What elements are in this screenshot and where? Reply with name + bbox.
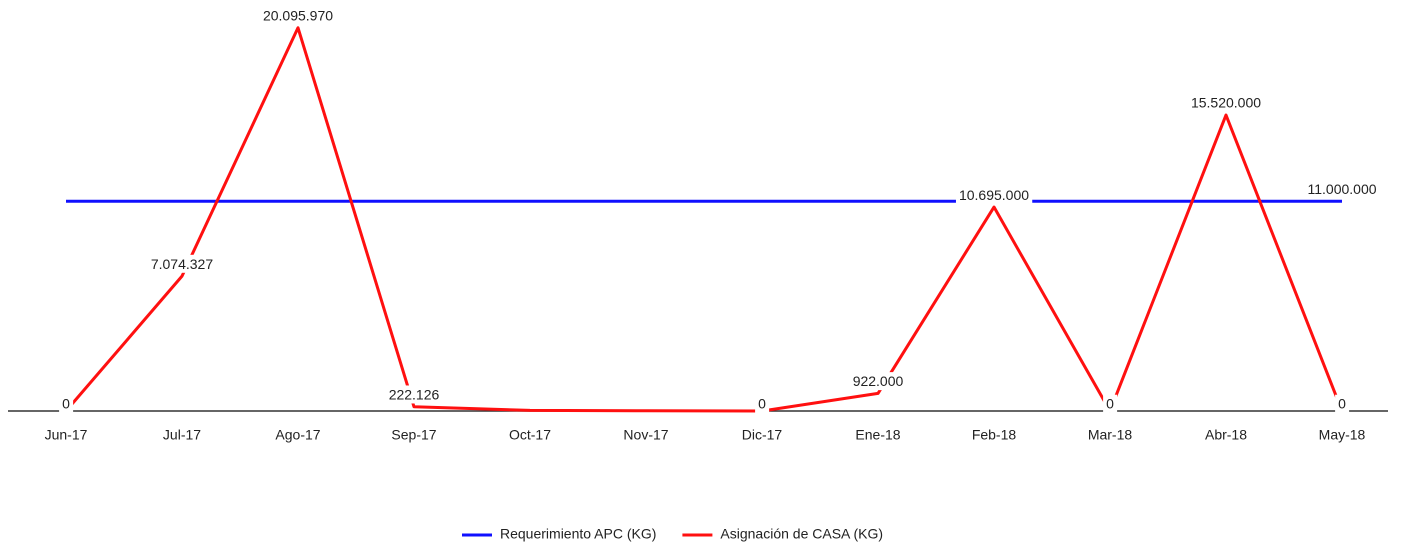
data-label: 15.520.000 — [1191, 95, 1261, 111]
data-label-group: 7.074.327 — [147, 254, 217, 273]
data-label: 0 — [1338, 396, 1346, 412]
legend-label: Requerimiento APC (KG) — [500, 526, 656, 542]
data-label-group: 922.000 — [849, 372, 907, 391]
data-label-group: 0 — [1103, 394, 1118, 413]
x-tick-label: Mar-18 — [1088, 427, 1133, 443]
legend-label: Asignación de CASA (KG) — [720, 526, 883, 542]
data-label: 0 — [1106, 396, 1114, 412]
data-label: 222.126 — [389, 386, 440, 402]
data-label-bg — [1187, 93, 1265, 112]
data-label-group: 10.695.000 — [955, 185, 1033, 204]
x-tick-label: Oct-17 — [509, 427, 551, 443]
data-label: 11.000.000 — [1307, 181, 1376, 197]
data-label-group: 0 — [59, 394, 74, 413]
data-label-bg — [1103, 394, 1118, 413]
data-label-bg — [259, 6, 337, 25]
labels: 11.000.000 0 7.074.327 20.095.970 222.126 0 92… — [59, 6, 1380, 413]
data-label-bg — [147, 254, 217, 273]
data-label-bg — [955, 185, 1033, 204]
data-label: 7.074.327 — [151, 256, 213, 272]
data-label: 20.095.970 — [263, 7, 333, 23]
data-label-bg — [385, 385, 443, 404]
series-line — [64, 26, 1344, 413]
legend: Requerimiento APC (KG) Asignación de CASA… — [462, 526, 883, 542]
data-label: 0 — [758, 396, 766, 412]
data-label: 10.695.000 — [959, 187, 1029, 203]
x-tick-label: Jun-17 — [45, 427, 88, 443]
x-tick-label: Ago-17 — [275, 427, 320, 443]
data-label-bg — [1335, 394, 1350, 413]
x-tick-label: Abr-18 — [1205, 427, 1247, 443]
data-label-bg — [849, 372, 907, 391]
data-label-bg — [1304, 179, 1380, 198]
data-label-bg — [59, 394, 74, 413]
x-tick-label: May-18 — [1319, 427, 1366, 443]
x-tick-label: Feb-18 — [972, 427, 1017, 443]
data-label-group: 15.520.000 — [1187, 93, 1265, 112]
lines — [64, 26, 1344, 413]
data-label: 922.000 — [853, 373, 904, 389]
x-tick-label: Sep-17 — [391, 427, 436, 443]
data-label-group: 222.126 — [385, 385, 443, 404]
data-label-group: 11.000.000 — [1304, 179, 1380, 198]
x-tick-label: Jul-17 — [163, 427, 201, 443]
data-label-bg — [755, 394, 770, 413]
x-tick-label: Dic-17 — [742, 427, 783, 443]
data-label-group: 0 — [1335, 394, 1350, 413]
x-tick-label: Nov-17 — [623, 427, 668, 443]
data-label-group: 20.095.970 — [259, 6, 337, 25]
data-label: 0 — [62, 396, 70, 412]
x-tick-label: Ene-18 — [855, 427, 900, 443]
data-label-group: 0 — [755, 394, 770, 413]
